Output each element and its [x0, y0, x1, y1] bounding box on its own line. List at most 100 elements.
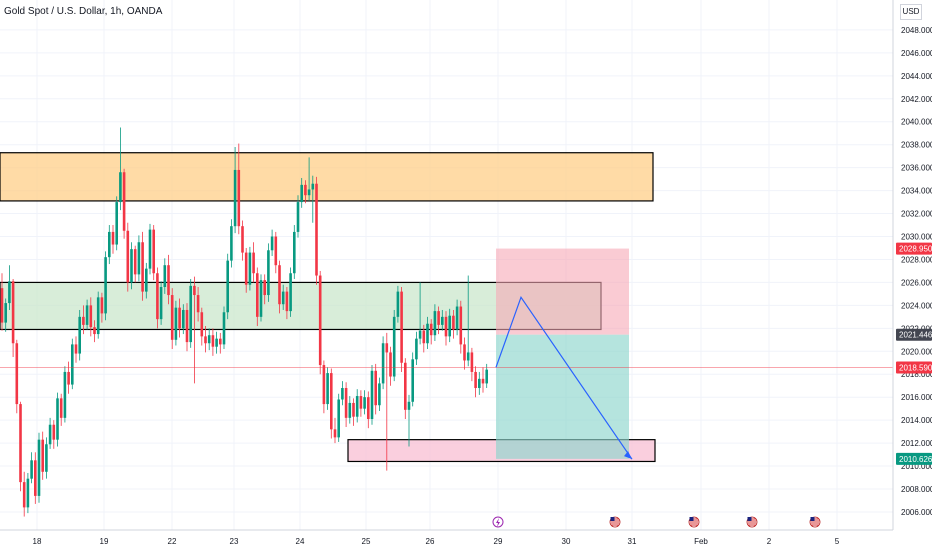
candle-body	[182, 309, 185, 329]
candle-body	[48, 424, 52, 445]
y-tick-label: 2034.000	[901, 187, 932, 196]
candle-body	[267, 250, 270, 296]
candle-body	[122, 172, 126, 231]
x-tick-label: 31	[628, 537, 637, 546]
y-tick-label: 2038.000	[901, 141, 932, 150]
candle-body	[137, 242, 141, 275]
candle-body	[82, 316, 85, 325]
candle-body	[333, 429, 337, 438]
candle-body	[281, 291, 285, 305]
candle-body	[470, 352, 474, 372]
candle-body	[119, 172, 122, 203]
candle-body	[22, 482, 26, 508]
candle-body	[463, 344, 466, 361]
candle-body	[459, 306, 463, 345]
candle-body	[96, 297, 100, 335]
candle-body	[274, 236, 278, 266]
candle-body	[481, 378, 485, 384]
currency-selector[interactable]: USD	[900, 4, 922, 20]
candle-body	[193, 285, 196, 296]
candle-body	[174, 307, 178, 340]
candle-body	[293, 231, 296, 274]
candle-body	[352, 402, 355, 417]
candle-body	[348, 402, 352, 418]
flag-canton	[689, 517, 694, 521]
candle-body	[230, 226, 233, 261]
candle-body	[93, 327, 96, 335]
candle-body	[318, 275, 322, 366]
candle-body	[30, 460, 33, 479]
candle-body	[485, 369, 488, 384]
candle-body	[26, 478, 30, 508]
candle-body	[41, 439, 44, 472]
candle-body	[385, 343, 389, 353]
candle-body	[196, 295, 200, 313]
price-badge	[896, 452, 932, 465]
y-tick-label: 2010.000	[901, 462, 932, 471]
candle-body	[433, 311, 437, 336]
x-tick-label: 26	[426, 537, 435, 546]
candle-body	[307, 189, 311, 196]
candle-body	[411, 359, 414, 402]
candle-body	[252, 252, 255, 274]
candle-body	[396, 291, 400, 317]
y-tick-label: 2014.000	[901, 416, 932, 425]
candle-body	[11, 281, 15, 344]
candle-body	[211, 335, 215, 347]
candle-body	[448, 315, 451, 337]
candle-body	[259, 280, 263, 317]
candle-body	[341, 388, 344, 400]
x-tick-label: 23	[230, 537, 239, 546]
candle-body	[237, 169, 241, 227]
candle-body	[478, 378, 481, 389]
candle-body	[278, 265, 281, 305]
candle-body	[474, 371, 477, 389]
projection-arrow	[495, 296, 633, 460]
candle-body	[322, 365, 326, 405]
candle-body	[19, 404, 22, 483]
candle-body	[74, 344, 78, 354]
y-tick-label: 2008.000	[901, 485, 932, 494]
candle-body	[452, 315, 455, 330]
candle-body	[422, 330, 426, 344]
candle-body	[285, 291, 289, 312]
y-tick-label: 2016.000	[901, 393, 932, 402]
candle-body	[263, 280, 266, 296]
candle-body	[89, 305, 93, 328]
candle-body	[185, 309, 189, 343]
y-tick-label: 2018.000	[901, 370, 932, 379]
candle-body	[15, 343, 19, 405]
candle-body	[233, 169, 237, 227]
candle-body	[426, 323, 429, 344]
candle-body	[145, 268, 148, 292]
y-tick-label: 2030.000	[901, 233, 932, 242]
candle-body	[270, 236, 274, 251]
candle-body	[34, 460, 37, 496]
y-tick-label: 2036.000	[901, 164, 932, 173]
candle-body	[159, 287, 163, 320]
candle-body	[222, 312, 226, 345]
candle-body	[444, 316, 448, 337]
y-tick-label: 2006.000	[901, 508, 932, 517]
flag-canton	[810, 517, 815, 521]
candle-body	[59, 398, 63, 418]
candle-body	[152, 229, 155, 274]
price-badge	[896, 328, 932, 341]
candle-body	[466, 352, 470, 361]
candle-body	[415, 338, 418, 360]
candle-body	[108, 231, 111, 258]
candle-body	[100, 297, 104, 314]
candle-body	[111, 231, 115, 245]
candle-body	[78, 316, 81, 354]
candle-body	[156, 273, 159, 320]
candle-body	[56, 398, 59, 440]
candle-body	[429, 323, 433, 336]
candle-body	[389, 352, 392, 377]
candle-body	[304, 184, 307, 196]
candle-body	[359, 396, 363, 409]
x-tick-label: 25	[362, 537, 371, 546]
candle-body	[226, 260, 229, 313]
y-tick-label: 2020.000	[901, 347, 932, 356]
x-tick-label: 2	[767, 537, 772, 546]
